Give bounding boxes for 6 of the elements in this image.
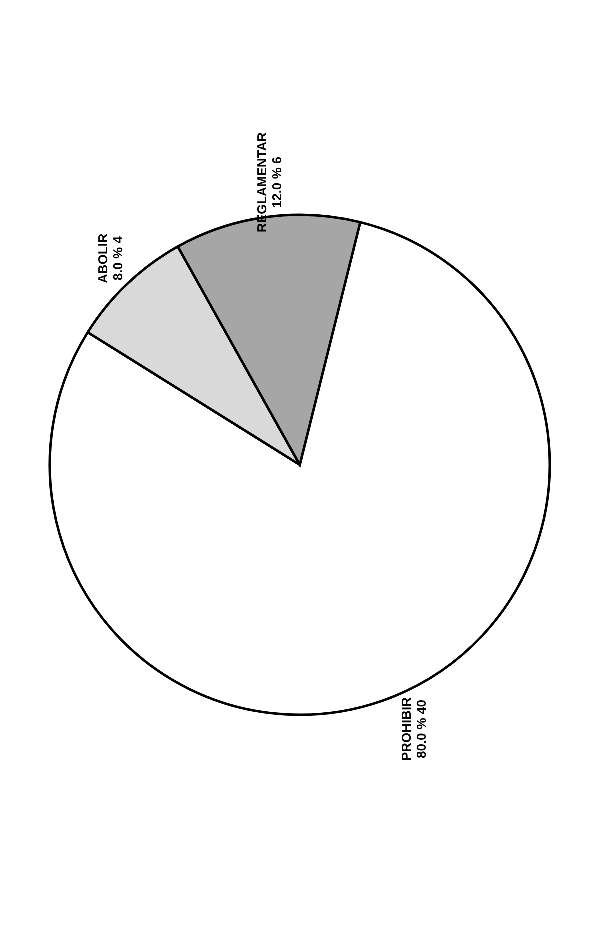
data-label: 12.0 % 6	[269, 156, 284, 208]
slice-label: PROHIBIR	[398, 696, 414, 762]
data-label: 80.0 % 40	[414, 700, 429, 759]
slice-label: ABOLIR	[95, 233, 110, 284]
slice-label: REGLAMENTAR	[254, 132, 270, 233]
data-label: 8.0 % 4	[110, 236, 126, 281]
